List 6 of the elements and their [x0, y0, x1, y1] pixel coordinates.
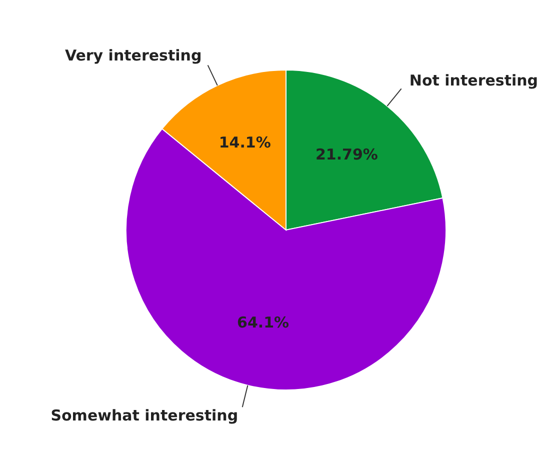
slice-label: Not interesting — [409, 71, 538, 90]
data-label: 14.1% — [218, 133, 271, 152]
data-label: 21.79% — [315, 146, 378, 164]
slice-label: Very interesting — [64, 46, 202, 65]
slice-label: Somewhat interesting — [50, 406, 238, 425]
data-label: 64.1% — [237, 313, 290, 332]
